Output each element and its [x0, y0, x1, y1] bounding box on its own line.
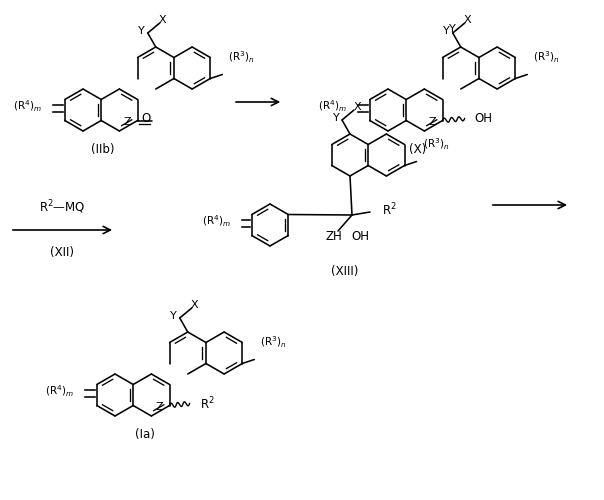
Text: Z: Z	[156, 402, 163, 412]
Text: X: X	[191, 300, 199, 310]
Text: (R$^3$)$_n$: (R$^3$)$_n$	[228, 50, 255, 65]
Text: (XIII): (XIII)	[332, 265, 359, 278]
Text: OH: OH	[475, 112, 492, 125]
Text: X: X	[464, 15, 472, 25]
Text: R$^2$: R$^2$	[199, 395, 214, 412]
Text: Y: Y	[170, 311, 177, 321]
Text: ZH: ZH	[326, 230, 342, 243]
Text: (R$^3$)$_n$: (R$^3$)$_n$	[423, 137, 449, 152]
Text: (R$^4$)$_m$: (R$^4$)$_m$	[13, 98, 42, 114]
Text: (R$^3$)$_n$: (R$^3$)$_n$	[533, 50, 560, 65]
Text: (R$^4$)$_m$: (R$^4$)$_m$	[318, 98, 347, 114]
Text: OH: OH	[351, 230, 369, 243]
Text: (IIb): (IIb)	[91, 143, 115, 156]
Text: (R$^4$)$_m$: (R$^4$)$_m$	[202, 214, 231, 228]
Text: X: X	[353, 102, 361, 112]
Text: O: O	[141, 112, 150, 124]
Text: Y: Y	[443, 26, 450, 36]
Text: Y: Y	[333, 113, 339, 123]
Text: (Ia): (Ia)	[135, 428, 155, 441]
Text: R$^2$: R$^2$	[382, 202, 397, 218]
Text: (R$^4$)$_m$: (R$^4$)$_m$	[45, 384, 74, 398]
Text: (X): (X)	[410, 143, 426, 156]
Text: (R$^3$)$_n$: (R$^3$)$_n$	[260, 335, 287, 350]
Text: R$^2$—MQ: R$^2$—MQ	[39, 198, 85, 216]
Text: (XII): (XII)	[50, 246, 74, 259]
Text: Z: Z	[124, 117, 131, 127]
Text: Z: Z	[429, 117, 436, 127]
Text: Y: Y	[138, 26, 145, 36]
Text: Y: Y	[449, 24, 456, 34]
Text: X: X	[159, 15, 167, 25]
